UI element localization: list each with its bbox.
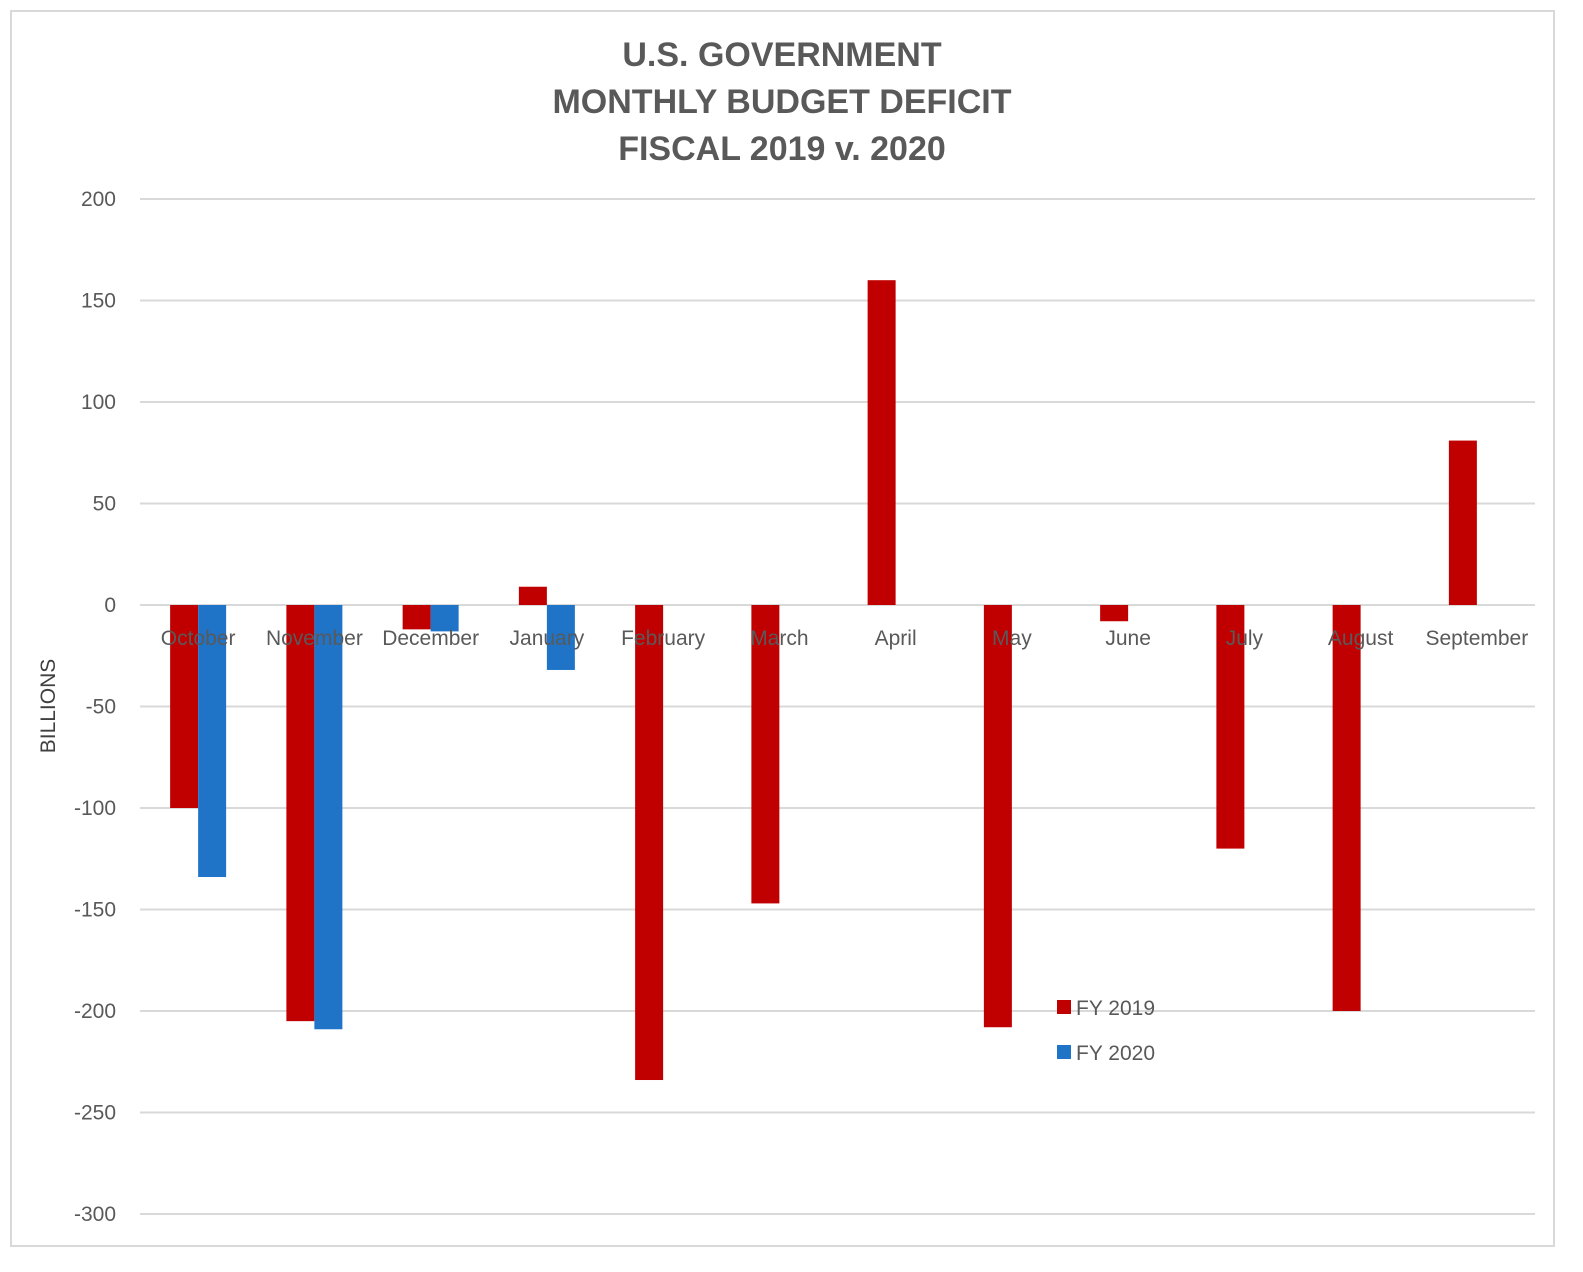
x-category-label: December xyxy=(382,627,479,650)
bar-fy-2019 xyxy=(1332,605,1361,1011)
x-category-label: March xyxy=(750,627,808,650)
x-category-label: November xyxy=(266,627,363,650)
x-category-label: January xyxy=(510,627,585,650)
bar-fy-2019 xyxy=(983,605,1012,1028)
bar-fy-2020 xyxy=(314,605,343,1030)
y-tick-label: 150 xyxy=(81,290,116,313)
y-tick-label: 200 xyxy=(81,188,116,211)
y-tick-label: -250 xyxy=(74,1102,116,1125)
legend-label: FY 2019 xyxy=(1076,997,1155,1020)
bar-fy-2019 xyxy=(1100,605,1129,622)
chart-frame xyxy=(10,10,1555,1247)
legend: FY 2019 FY 2020 xyxy=(1057,997,1155,1065)
chart-title: U.S. GOVERNMENT MONTHLY BUDGET DEFICIT F… xyxy=(552,36,1011,168)
bar-fy-2020 xyxy=(546,605,575,670)
bar-fy-2019 xyxy=(751,605,780,904)
bar-fy-2020 xyxy=(430,605,459,632)
chart-title-line: MONTHLY BUDGET DEFICIT xyxy=(552,83,1011,121)
y-axis-ticks: 200 150 100 50 0 -50 -100 -150 -200 -250 -300 xyxy=(74,188,116,1226)
bar-fy-2020 xyxy=(198,605,227,878)
bar-fy-2019 xyxy=(867,280,896,605)
y-tick-label: -100 xyxy=(74,797,116,820)
x-category-label: April xyxy=(875,627,917,650)
bar-fy-2019 xyxy=(635,605,664,1081)
y-tick-label: -50 xyxy=(86,696,116,719)
y-tick-label: 50 xyxy=(93,493,116,516)
bar-fy-2019 xyxy=(402,605,431,630)
y-tick-label: -200 xyxy=(74,1000,116,1023)
bar-fy-2019 xyxy=(1216,605,1245,849)
x-category-label: June xyxy=(1105,627,1151,650)
x-category-label: May xyxy=(992,627,1032,650)
legend-label: FY 2020 xyxy=(1076,1042,1155,1065)
y-tick-label: 100 xyxy=(81,391,116,414)
chart-title-line: U.S. GOVERNMENT xyxy=(622,36,941,74)
y-axis-label: BILLIONS xyxy=(37,659,60,754)
x-category-label: February xyxy=(621,627,706,650)
legend-swatch xyxy=(1057,1045,1071,1059)
gridlines xyxy=(140,198,1535,1215)
x-category-label: October xyxy=(161,627,236,650)
chart-title-line: FISCAL 2019 v. 2020 xyxy=(618,130,946,168)
legend-swatch xyxy=(1057,1000,1071,1014)
bar-fy-2019 xyxy=(518,586,547,605)
x-category-label: September xyxy=(1426,627,1529,650)
x-category-label: July xyxy=(1226,627,1264,650)
x-category-label: August xyxy=(1328,627,1394,650)
bar-fy-2019 xyxy=(170,605,199,808)
bars xyxy=(170,280,1477,1081)
bar-fy-2019 xyxy=(1448,440,1477,605)
y-tick-label: -150 xyxy=(74,899,116,922)
bar-fy-2019 xyxy=(286,605,315,1022)
y-tick-label: -300 xyxy=(74,1203,116,1226)
y-tick-label: 0 xyxy=(104,594,116,617)
x-axis-labels: October November December January February Ma… xyxy=(161,627,1528,650)
